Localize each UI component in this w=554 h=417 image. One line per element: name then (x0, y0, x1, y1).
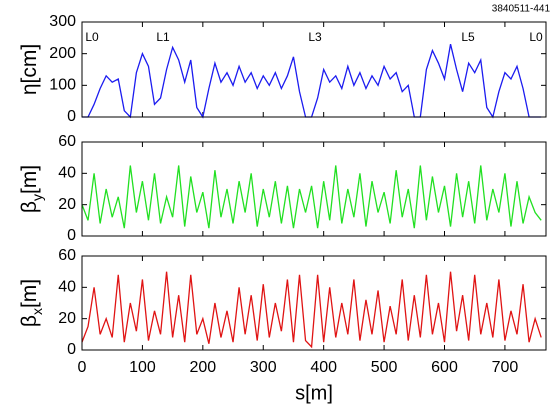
x-tick-label: 0 (78, 359, 87, 376)
y-axis-label: βy[m] (18, 165, 45, 213)
annotation: L0 (85, 30, 99, 44)
y-tick-label: 60 (58, 247, 76, 264)
y-axis-label: η[cm] (18, 44, 41, 95)
y-axis-label-part: η[cm] (18, 44, 41, 95)
y-axis-label-part: [m] (18, 165, 41, 194)
y-tick-label: 0 (67, 341, 76, 358)
x-axis-label: s[m] (295, 382, 333, 404)
y-axis-label-part: [m] (18, 279, 41, 308)
y-tick-label: 200 (49, 45, 76, 62)
plot-frame (81, 141, 547, 237)
figure-id: 3840511-441 (492, 4, 551, 15)
y-tick-label: 0 (67, 108, 76, 125)
y-tick-label: 20 (58, 196, 76, 213)
data-line (82, 44, 542, 119)
plot-frame (81, 255, 547, 351)
y-tick-label: 40 (58, 279, 76, 296)
x-tick-label: 300 (250, 359, 277, 376)
x-tick-label: 400 (310, 359, 337, 376)
y-tick-label: 20 (58, 310, 76, 327)
y-axis-label: βx[m] (18, 279, 45, 327)
annotation: L3 (308, 30, 322, 44)
y-tick-label: 40 (58, 165, 76, 182)
y-tick-label: 300 (49, 13, 76, 30)
annotation: L5 (461, 30, 475, 44)
annotation: L1 (156, 30, 170, 44)
x-tick-label: 600 (431, 359, 458, 376)
x-tick-label: 700 (492, 359, 519, 376)
plot-frame (81, 21, 547, 118)
y-tick-label: 100 (49, 77, 76, 94)
y-axis-label-part: x (29, 308, 45, 315)
annotation: L0 (529, 30, 543, 44)
x-tick-label: 200 (189, 359, 216, 376)
x-tick-label: 500 (371, 359, 398, 376)
data-line (81, 165, 542, 229)
y-tick-label: 60 (58, 133, 76, 150)
y-tick-label: 0 (67, 227, 76, 244)
x-tick-label: 100 (129, 359, 156, 376)
y-axis-label-part: y (29, 194, 45, 201)
y-axis-label-part: β (18, 315, 41, 327)
y-axis-label-part: β (18, 201, 41, 213)
data-line (81, 271, 542, 349)
